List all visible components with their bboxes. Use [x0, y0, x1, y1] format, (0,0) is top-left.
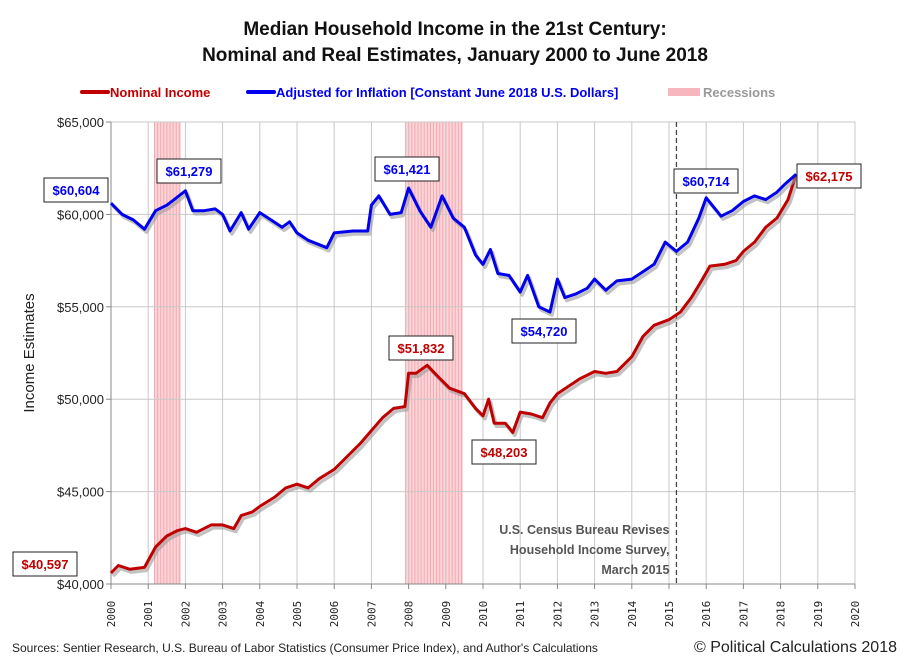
- nominal-income-line: [109, 173, 798, 575]
- x-tick-label: 2002: [179, 601, 192, 628]
- x-tick-label: 2019: [812, 601, 825, 628]
- data-label-text: $61,421: [384, 162, 431, 177]
- x-tick-label: 2020: [849, 601, 862, 628]
- x-tick-label: 2015: [663, 601, 676, 628]
- legend-label: Recessions: [703, 85, 775, 100]
- x-tick-label: 2010: [477, 601, 490, 628]
- data-label-box: [43, 177, 109, 203]
- legend: Nominal Income Adjusted for Inflation [Co…: [80, 85, 775, 100]
- data-label: $61,279: [156, 158, 222, 184]
- data-label: $40,597: [12, 551, 78, 577]
- x-tick-label: 2004: [254, 600, 267, 627]
- data-label: $60,604: [43, 177, 109, 203]
- x-tick-label: 2007: [365, 601, 378, 628]
- data-label: $48,203: [471, 439, 537, 465]
- census-revision-note: March 2015: [601, 563, 669, 577]
- x-tick-label: 2006: [328, 601, 341, 628]
- y-tick-label: $50,000: [57, 392, 104, 407]
- chart-title-line-2: Nominal and Real Estimates, January 2000…: [202, 45, 708, 66]
- legend-swatch-recession: [668, 88, 700, 96]
- x-tick-label: 2017: [737, 601, 750, 628]
- x-tick-label: 2003: [217, 601, 230, 628]
- data-label-text: $60,714: [683, 174, 731, 189]
- census-revision-note: U.S. Census Bureau Revises: [499, 523, 669, 537]
- x-tick-label: 2016: [700, 601, 713, 628]
- data-label: $51,832: [388, 335, 454, 361]
- x-tick-label: 2009: [440, 601, 453, 628]
- plot-area: 2000 2001 2002 2003 2004 2005 2006 2007 2008 2009…: [12, 115, 862, 628]
- chart-title-line-1: Median Household Income in the 21st Cent…: [243, 19, 666, 40]
- data-label: $60,714: [673, 168, 739, 194]
- census-revision-note: Household Income Survey,: [510, 543, 670, 557]
- x-tick-label: 2012: [551, 601, 564, 628]
- x-tick-label: 2013: [589, 601, 602, 628]
- real-income-line: [109, 173, 798, 314]
- data-label-text: $48,203: [481, 445, 528, 460]
- sources-note: Sources: Sentier Research, U.S. Bureau o…: [12, 641, 598, 655]
- data-label-box: [511, 318, 577, 344]
- x-tick-label: 2014: [626, 600, 639, 627]
- data-label-box: [156, 158, 222, 184]
- data-label-text: $51,832: [398, 341, 445, 356]
- data-label: $62,175: [796, 163, 862, 189]
- data-label-box: [471, 439, 537, 465]
- data-label: $61,421: [374, 156, 440, 182]
- y-tick-label: $65,000: [57, 115, 104, 130]
- data-label-text: $40,597: [22, 557, 69, 572]
- data-label-text: $54,720: [521, 324, 568, 339]
- data-label-box: [673, 168, 739, 194]
- y-tick-label: $55,000: [57, 300, 104, 315]
- legend-label: Nominal Income: [110, 85, 210, 100]
- legend-item: Nominal Income: [80, 85, 210, 100]
- legend-item: Adjusted for Inflation [Constant June 20…: [246, 85, 618, 100]
- x-tick-label: 2005: [291, 601, 304, 628]
- x-tick-label: 2018: [775, 601, 788, 628]
- legend-label: Adjusted for Inflation [Constant June 20…: [276, 85, 618, 100]
- recession-fill: [154, 122, 181, 584]
- x-tick-label: 2008: [403, 601, 416, 628]
- x-tick-label: 2000: [105, 601, 118, 628]
- y-tick-label: $45,000: [57, 485, 104, 500]
- recession-band: [154, 122, 181, 584]
- y-tick-label: $40,000: [57, 577, 104, 592]
- legend-item: Recessions: [668, 85, 775, 100]
- x-tick-label: 2001: [142, 601, 155, 628]
- data-label-box: [796, 163, 862, 189]
- data-label: $54,720: [511, 318, 577, 344]
- y-axis-label: Income Estimates: [21, 293, 38, 412]
- data-label-box: [374, 156, 440, 182]
- copyright: © Political Calculations 2018: [694, 639, 897, 656]
- data-label-text: $62,175: [806, 169, 853, 184]
- data-label-text: $61,279: [166, 164, 213, 179]
- data-label-box: [12, 551, 78, 577]
- y-tick-label: $60,000: [57, 207, 104, 222]
- data-label-text: $60,604: [53, 183, 101, 198]
- data-label-box: [388, 335, 454, 361]
- x-tick-label: 2011: [514, 601, 527, 628]
